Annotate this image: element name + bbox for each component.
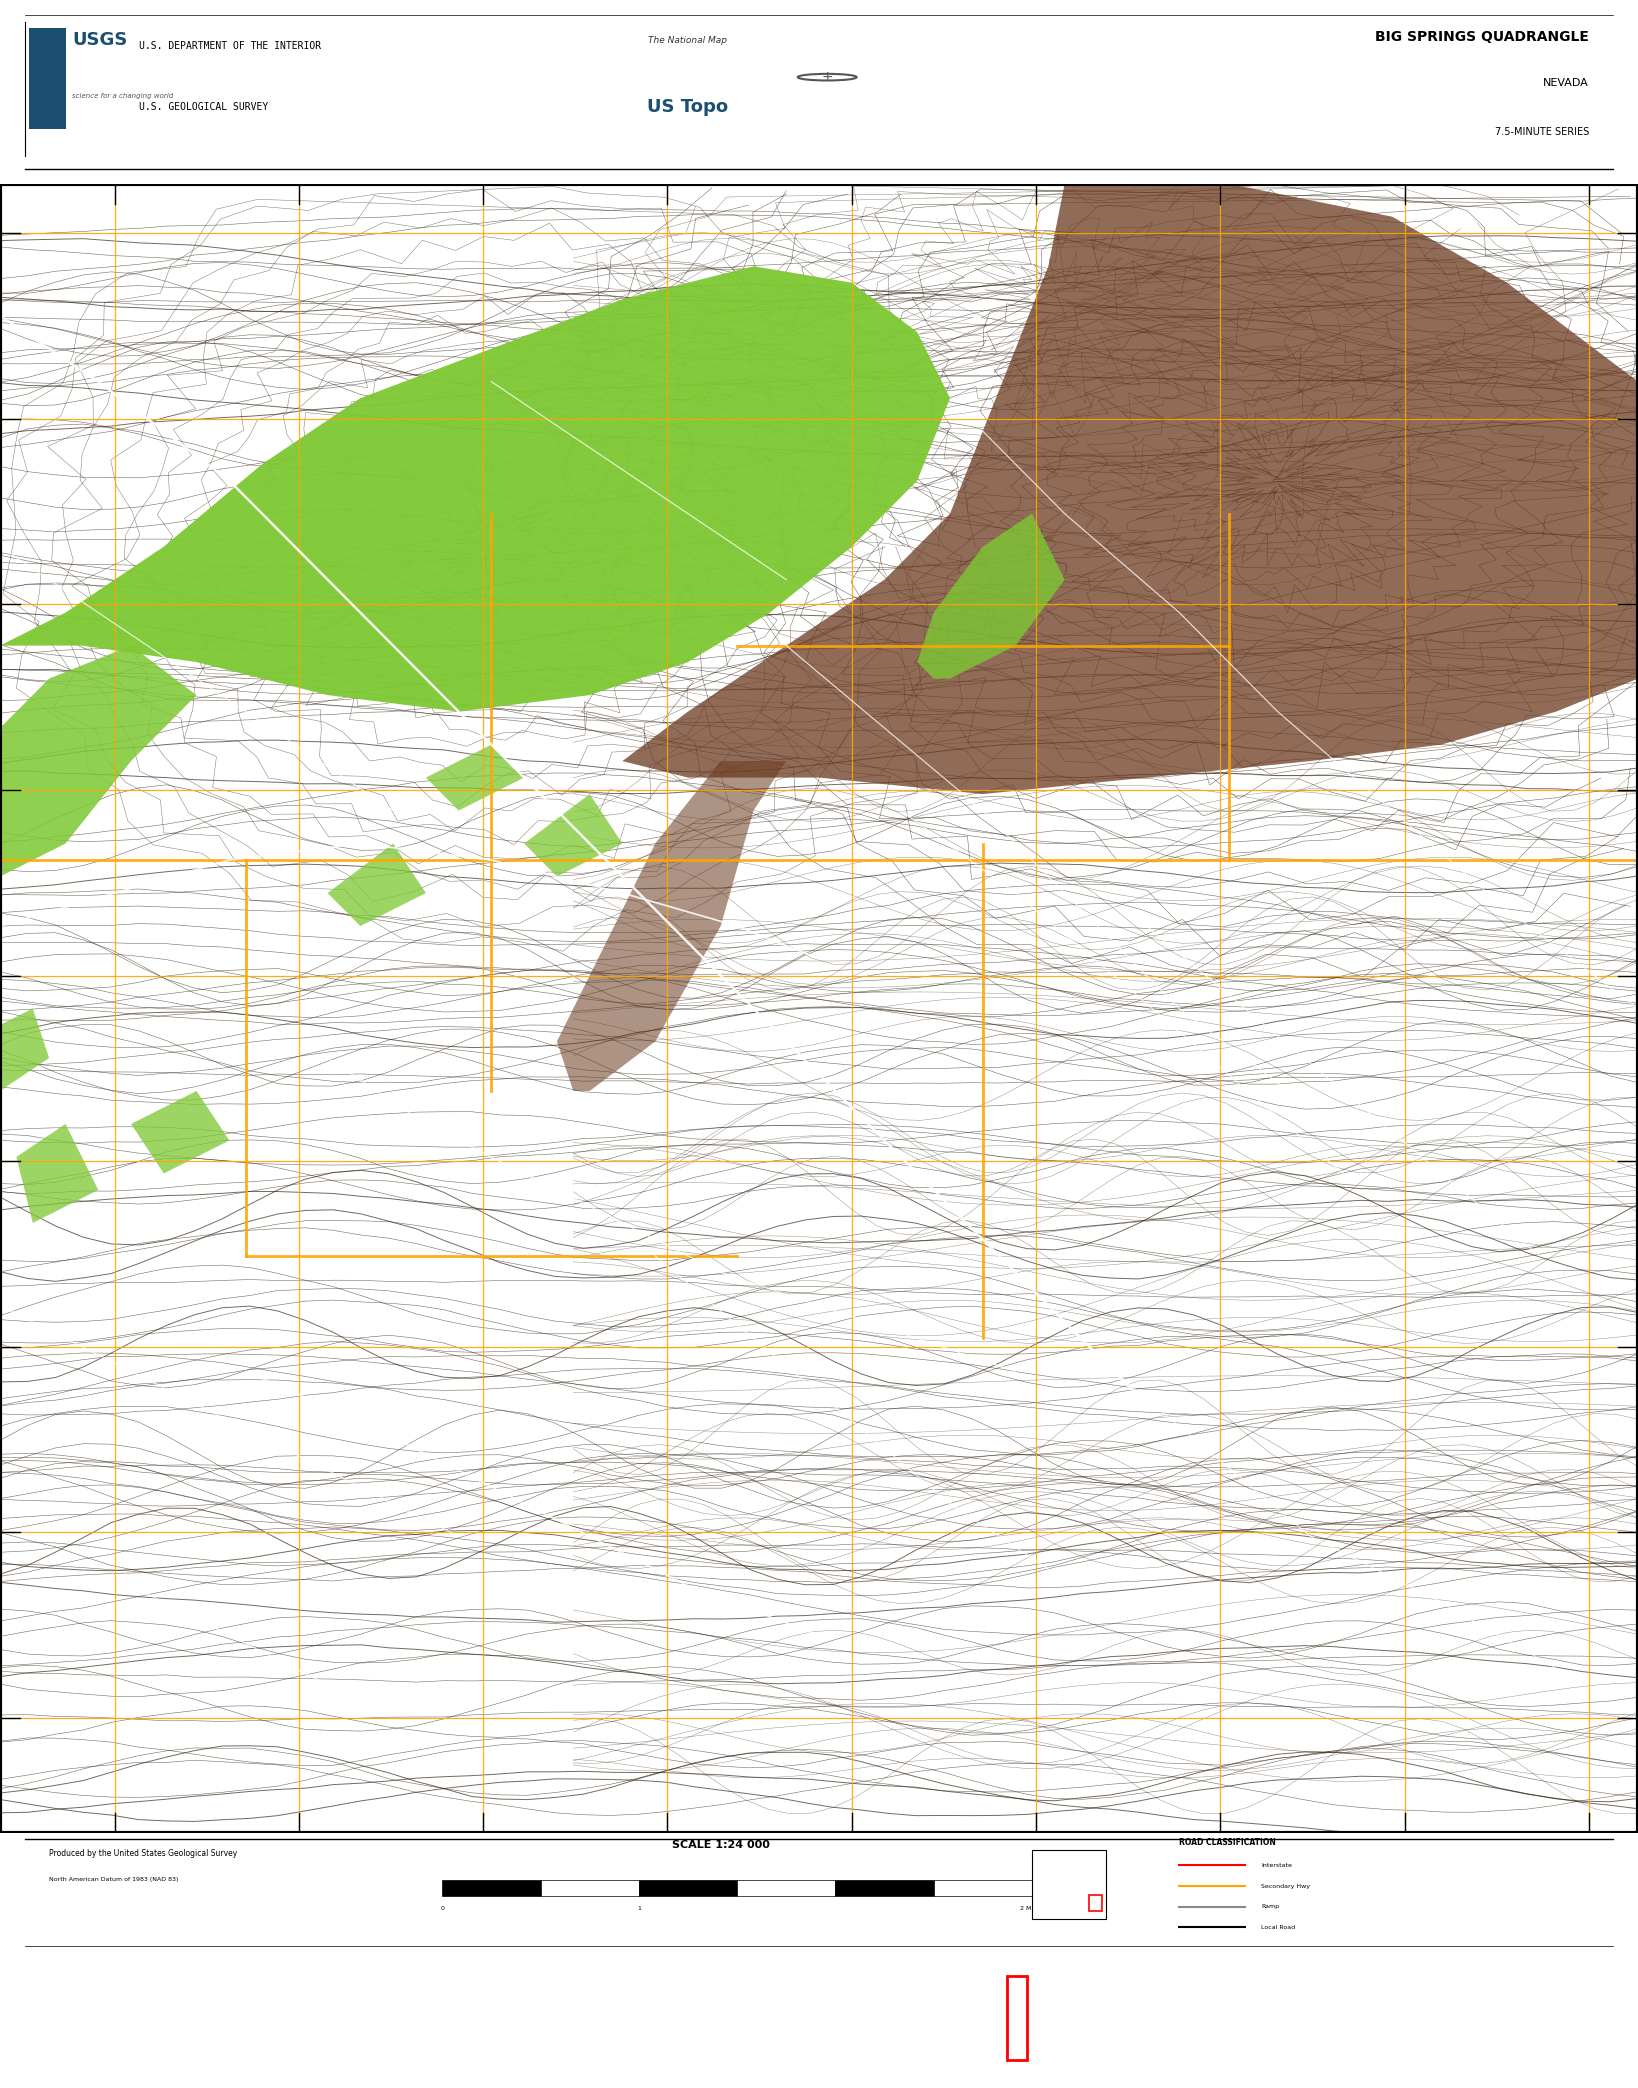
Text: BIG SPRINGS QUADRANGLE: BIG SPRINGS QUADRANGLE: [1374, 29, 1589, 44]
Bar: [1007, 1975, 1027, 2061]
Bar: [1089, 1896, 1102, 1911]
Polygon shape: [426, 745, 524, 810]
Text: USGS: USGS: [72, 31, 128, 50]
Bar: [442, 1881, 541, 1896]
Text: US Topo: US Topo: [647, 98, 729, 115]
Text: NV: NV: [1063, 1881, 1075, 1888]
Text: NEVADA: NEVADA: [1543, 77, 1589, 88]
Polygon shape: [524, 793, 622, 877]
Text: U.S. DEPARTMENT OF THE INTERIOR: U.S. DEPARTMENT OF THE INTERIOR: [139, 42, 321, 50]
Text: SCALE 1:24 000: SCALE 1:24 000: [672, 1840, 770, 1850]
Text: North American Datum of 1983 (NAD 83): North American Datum of 1983 (NAD 83): [49, 1877, 179, 1881]
Polygon shape: [622, 184, 1638, 793]
Polygon shape: [0, 267, 950, 712]
Bar: [29, 27, 66, 129]
Text: Secondary Hwy: Secondary Hwy: [1261, 1883, 1310, 1888]
Text: 1: 1: [637, 1906, 640, 1911]
Bar: [639, 1881, 737, 1896]
Text: U.S. GEOLOGICAL SURVEY: U.S. GEOLOGICAL SURVEY: [139, 102, 269, 111]
Bar: [737, 1881, 835, 1896]
Polygon shape: [557, 762, 786, 1090]
Bar: [1032, 1850, 1106, 1919]
Text: Produced by the United States Geological Survey: Produced by the United States Geological…: [49, 1850, 238, 1858]
Polygon shape: [328, 844, 426, 925]
Text: Local Road: Local Road: [1261, 1925, 1296, 1929]
Text: 0: 0: [441, 1906, 444, 1911]
Polygon shape: [131, 1090, 229, 1173]
Bar: [934, 1881, 1032, 1896]
Text: 2 MILES: 2 MILES: [1020, 1906, 1043, 1911]
Text: Ramp: Ramp: [1261, 1904, 1279, 1908]
Polygon shape: [917, 514, 1065, 679]
Polygon shape: [0, 1009, 49, 1090]
Text: 7.5-MINUTE SERIES: 7.5-MINUTE SERIES: [1494, 127, 1589, 138]
Text: The National Map: The National Map: [649, 35, 727, 46]
Text: ROAD CLASSIFICATION: ROAD CLASSIFICATION: [1179, 1837, 1276, 1848]
Polygon shape: [0, 645, 197, 877]
Text: Interstate: Interstate: [1261, 1862, 1292, 1869]
Bar: [835, 1881, 934, 1896]
Bar: [541, 1881, 639, 1896]
Text: +: +: [821, 71, 834, 84]
Polygon shape: [16, 1123, 98, 1224]
Text: science for a changing world: science for a changing world: [72, 92, 174, 98]
